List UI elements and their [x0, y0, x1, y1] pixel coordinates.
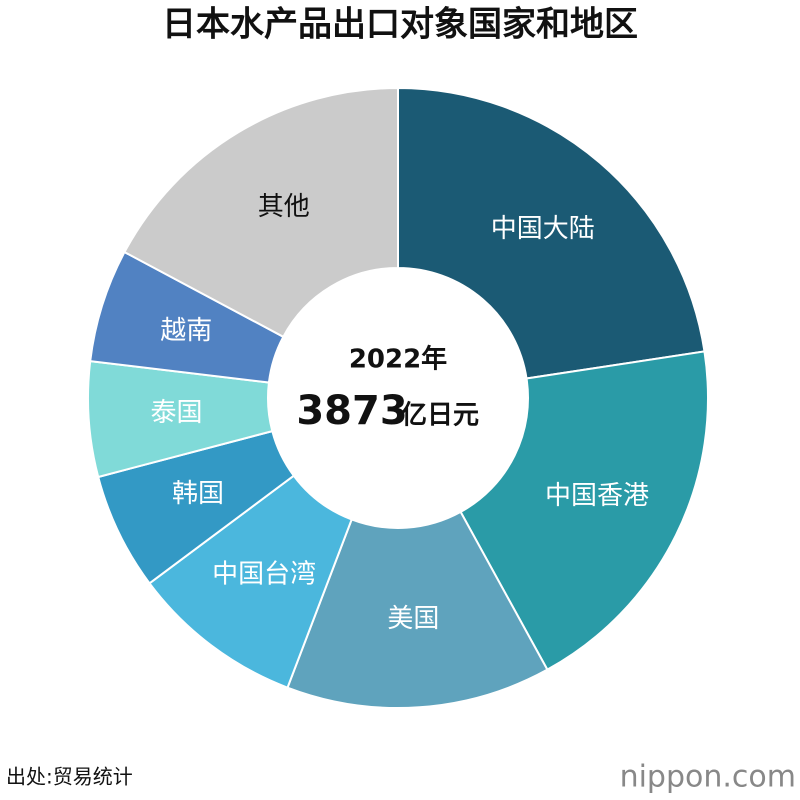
segment-label: 泰国 — [151, 398, 203, 428]
donut-segment — [123, 86, 399, 339]
segment-label: 中国香港 — [545, 481, 649, 511]
segment-label: 其他 — [258, 192, 310, 222]
source: 出处:贸易统计 — [6, 765, 133, 789]
segment-label: 美国 — [387, 604, 439, 634]
donut-segment — [286, 510, 549, 709]
segment-label: 韩国 — [172, 479, 224, 509]
logo: nippon.com — [620, 760, 796, 795]
donut-segment — [397, 86, 706, 380]
donut-segment — [459, 350, 709, 672]
segment-label: 越南 — [160, 316, 212, 346]
donut — [87, 86, 709, 709]
center-year: 2022年 — [349, 344, 447, 375]
center-total: 3873 — [296, 388, 407, 434]
center-unit: 亿日元 — [401, 401, 479, 431]
chart-title: 日本水产品出口对象国家和地区 — [162, 5, 638, 45]
segment-label: 中国大陆 — [491, 214, 595, 244]
segment-label: 中国台湾 — [212, 560, 316, 590]
